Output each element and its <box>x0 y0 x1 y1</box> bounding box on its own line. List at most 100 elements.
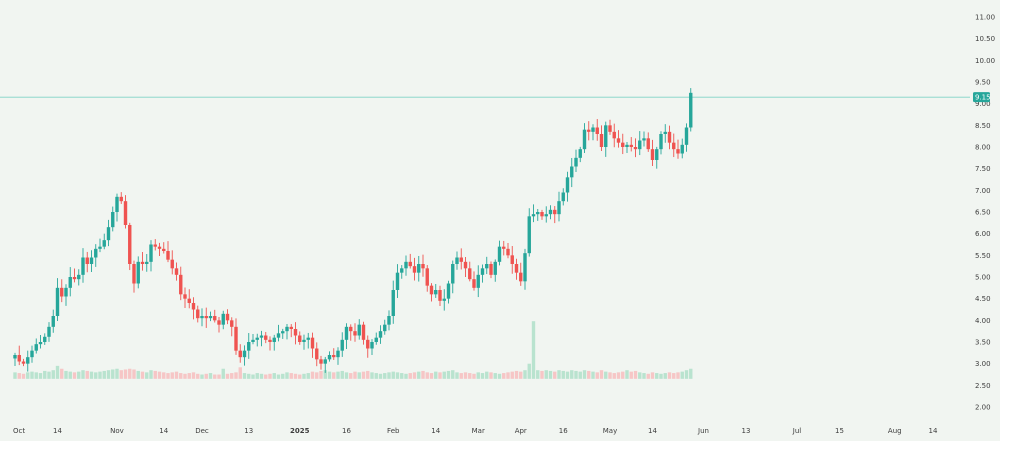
volume-bar <box>289 373 293 379</box>
volume-bar <box>170 372 174 379</box>
price-tick-label: 4.00 <box>975 317 991 325</box>
candle-body <box>574 157 578 167</box>
candle-body <box>582 129 587 150</box>
candle-body <box>272 337 276 342</box>
candle-body <box>336 350 340 358</box>
time-tick-label: 14 <box>648 427 657 435</box>
candle-body <box>128 225 132 264</box>
volume-bar <box>642 373 646 379</box>
candle-body <box>391 290 395 316</box>
volume-bar <box>646 373 650 379</box>
price-axis[interactable]: 11.00 10.50 10.00 9.50 9.00 8.50 8.00 7.50 7.00 6… <box>975 14 995 412</box>
volume-bar <box>506 372 510 379</box>
time-tick-label: 2025 <box>290 427 310 435</box>
time-tick-label: Mar <box>472 427 485 435</box>
candle-body <box>157 246 162 249</box>
volume-bar <box>123 369 128 379</box>
time-tick-label: Aug <box>888 427 902 435</box>
price-tick-label: 6.00 <box>975 230 991 238</box>
candle-body <box>667 131 672 143</box>
volume-bar <box>659 373 663 379</box>
volume-bar <box>30 371 34 379</box>
volume-bar <box>655 373 659 379</box>
candle-body <box>230 320 234 327</box>
candle-body <box>561 192 565 202</box>
volume-bar <box>55 365 60 379</box>
candle-body <box>476 274 480 288</box>
candle-body <box>387 316 391 325</box>
volume-bar <box>536 370 540 379</box>
candle-body <box>72 277 77 280</box>
candle-body <box>434 290 438 295</box>
volume-bar <box>519 371 523 379</box>
time-tick-label: Nov <box>110 427 124 435</box>
candle-body <box>293 329 298 336</box>
time-tick-label: Jun <box>697 427 709 435</box>
candle-body <box>162 248 166 251</box>
price-tick-label: 6.50 <box>975 209 991 217</box>
time-axis[interactable]: Oct 14 Nov 14 Dec 13 2025 16 Feb 14 Mar Apr 16 May 14 J… <box>13 427 938 435</box>
candle-body <box>208 316 213 319</box>
candle-body <box>34 344 38 351</box>
volume-bar <box>242 373 247 379</box>
volume-bar <box>179 373 183 379</box>
candle-body <box>145 261 149 264</box>
time-tick-label: Jul <box>792 427 802 435</box>
candle-body <box>106 227 111 241</box>
volume-bar <box>455 372 459 379</box>
volume-bar <box>489 372 493 379</box>
price-tick-label: 5.50 <box>975 252 991 260</box>
volume-bar <box>383 373 387 379</box>
candle-body <box>633 147 638 150</box>
volume-bar <box>191 372 196 379</box>
volume-bar <box>68 371 72 379</box>
candle-body <box>676 149 680 154</box>
volume-bar <box>502 373 506 379</box>
volume-bar <box>531 321 536 379</box>
time-tick-label: 13 <box>244 427 253 435</box>
volume-bar <box>327 371 332 379</box>
time-tick-label: 14 <box>159 427 168 435</box>
volume-bar <box>115 368 119 379</box>
candle-body <box>672 142 676 150</box>
candle-body <box>153 244 157 247</box>
candle-body <box>591 127 595 132</box>
candle-body <box>595 127 599 134</box>
volume-bar <box>463 372 468 379</box>
candle-body <box>638 140 642 150</box>
volume-bar <box>98 371 102 379</box>
candle-body <box>247 342 251 351</box>
candle-body <box>565 177 570 193</box>
candles <box>13 88 693 373</box>
volume-bar <box>344 372 349 379</box>
last-price-tag-bg <box>973 92 990 103</box>
candle-body <box>587 129 591 132</box>
volume-bar <box>578 371 582 379</box>
candle-body <box>306 337 310 340</box>
volume-bar <box>204 373 208 379</box>
candle-body <box>536 212 540 215</box>
volume-bar <box>281 373 285 379</box>
volume-bar <box>51 370 55 379</box>
volume-bar <box>13 372 17 379</box>
candle-body <box>612 131 616 139</box>
time-tick-label: Apr <box>515 427 527 435</box>
volume-bar <box>132 369 136 379</box>
candle-body <box>429 285 434 295</box>
volume-bar <box>251 374 255 379</box>
volume-bar <box>395 372 400 379</box>
volume-bar <box>128 368 132 379</box>
volume-bar <box>608 372 612 379</box>
candle-body <box>191 303 196 310</box>
candle-body <box>408 261 412 267</box>
candle-body <box>578 149 582 158</box>
candle-body <box>166 251 170 260</box>
candle-body <box>510 255 514 264</box>
price-tick-label: 9.00 <box>975 100 991 108</box>
candle-body <box>98 246 102 249</box>
candle-body <box>242 350 247 358</box>
volume-bar <box>319 370 323 379</box>
plot-area[interactable] <box>0 0 1000 441</box>
